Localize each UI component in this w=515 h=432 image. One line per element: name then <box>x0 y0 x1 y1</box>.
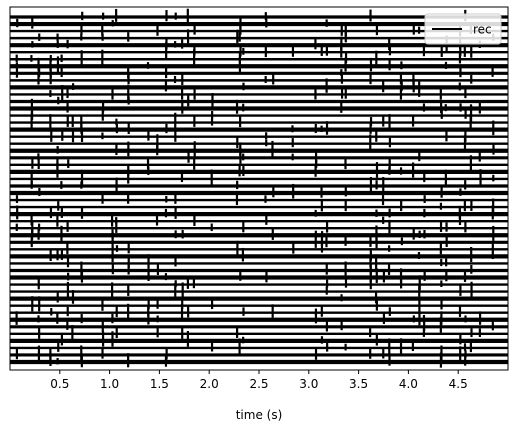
legend-label-rec: rec <box>473 23 492 37</box>
x-axis-label: time (s) <box>236 408 283 422</box>
legend-box <box>424 13 502 45</box>
legend: rec <box>424 13 502 45</box>
x-tick-label: 1.0 <box>100 377 119 391</box>
x-axis-ticks: 0.5 1.0 1.5 2.0 2.5 3.0 3.5 4.0 4.5 <box>50 370 468 391</box>
x-tick-label: 3.0 <box>299 377 318 391</box>
x-tick-label: 3.5 <box>349 377 368 391</box>
plot-area <box>9 6 509 371</box>
spike-group <box>15 8 495 368</box>
x-tick-label: 1.5 <box>150 377 169 391</box>
x-tick-label: 0.5 <box>50 377 69 391</box>
x-tick-label: 2.0 <box>200 377 219 391</box>
x-tick-label: 4.0 <box>399 377 418 391</box>
x-tick-label: 2.5 <box>249 377 268 391</box>
x-tick-label: 4.5 <box>449 377 468 391</box>
